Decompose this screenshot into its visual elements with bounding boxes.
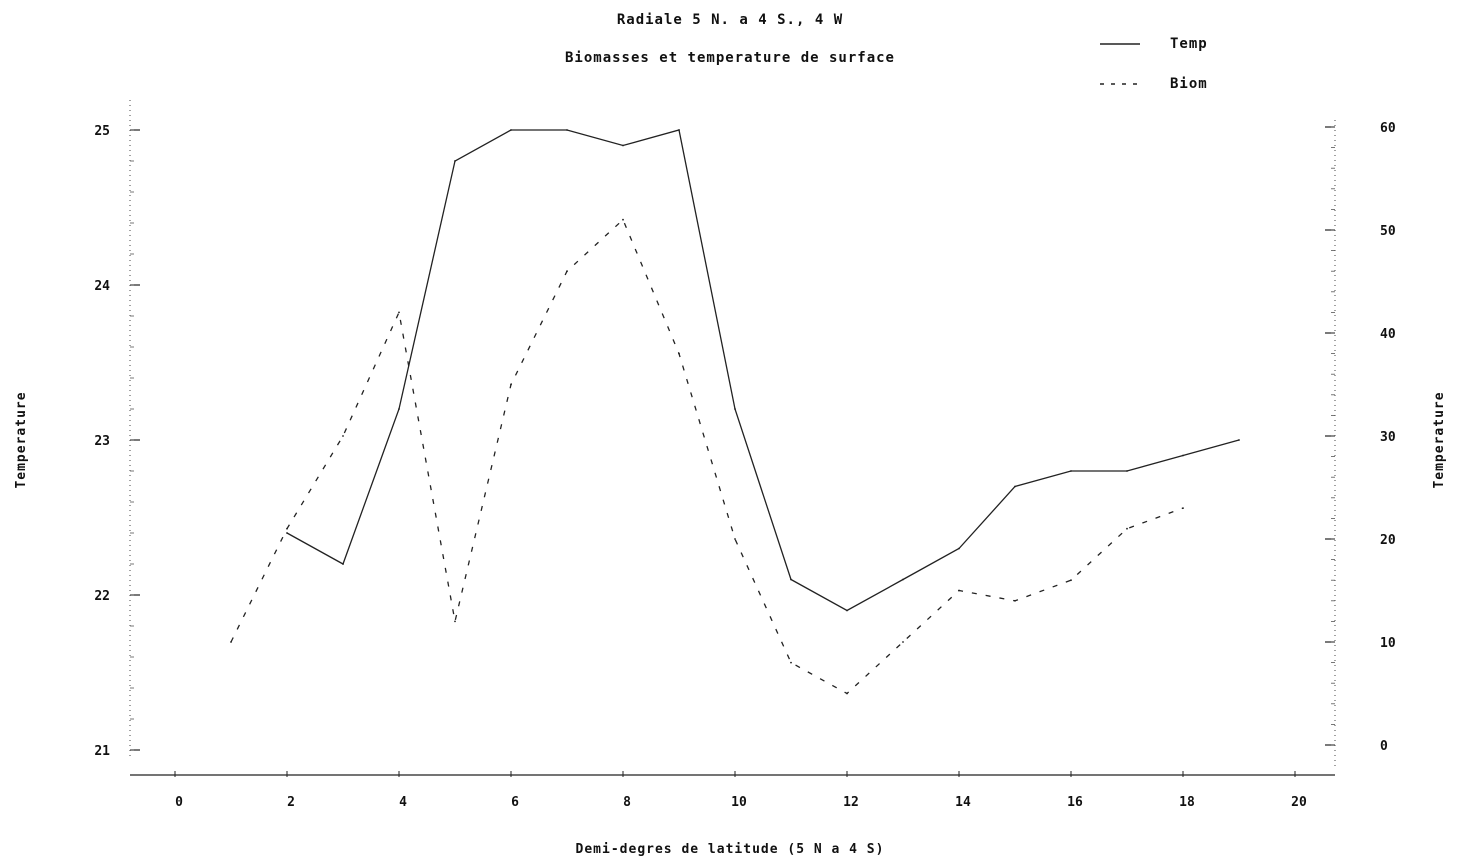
data-point-biom (454, 620, 456, 623)
data-point-temp (622, 144, 624, 147)
y2-tick-label: 20 (1380, 533, 1396, 548)
data-point-biom (1070, 579, 1072, 582)
data-point-temp (734, 408, 736, 410)
x-tick-label: 14 (955, 795, 971, 810)
y-tick-label: 23 (94, 434, 110, 449)
chart-title: Radiale 5 N. a 4 S., 4 W (617, 12, 843, 28)
x-tick-label: 12 (843, 795, 859, 810)
data-point-temp (510, 129, 512, 131)
data-point-biom (1126, 527, 1128, 530)
x-tick-label: 0 (175, 795, 183, 810)
y-tick-label: 21 (94, 744, 110, 759)
y-axis-title: Temperature (14, 391, 29, 488)
data-point-temp (1070, 470, 1072, 472)
y-tick-label: 24 (94, 279, 110, 294)
data-point-biom (342, 435, 344, 437)
y2-tick-label: 40 (1380, 327, 1396, 342)
data-point-biom (510, 383, 512, 386)
data-point-biom (902, 641, 904, 643)
y2-axis-title: Temperature (1432, 391, 1447, 488)
data-point-biom (846, 692, 848, 695)
data-point-biom (230, 641, 232, 643)
y2-tick-label: 30 (1380, 430, 1396, 445)
data-point-temp (1238, 439, 1240, 441)
data-point-biom (678, 352, 680, 355)
chart-subtitle: Biomasses et temperature de surface (565, 50, 895, 66)
data-point-biom (286, 527, 288, 530)
y-tick-label: 25 (94, 124, 110, 139)
x-tick-label: 16 (1067, 795, 1083, 810)
data-point-temp (286, 532, 288, 534)
series-line-temp (286, 129, 1240, 612)
data-point-temp (342, 563, 344, 565)
x-tick-label: 2 (287, 795, 295, 810)
x-tick-label: 8 (623, 795, 631, 810)
data-point-biom (958, 589, 960, 592)
x-tick-label: 20 (1291, 795, 1307, 810)
data-point-temp (1126, 470, 1128, 472)
data-point-biom (734, 538, 736, 540)
data-point-temp (1014, 485, 1016, 488)
legend: Temp Biom (1100, 36, 1208, 92)
data-point-biom (790, 661, 792, 664)
data-point-biom (398, 311, 400, 314)
y-tick-label: 22 (94, 589, 110, 604)
y2-tick-label: 10 (1380, 636, 1396, 651)
data-point-temp (566, 129, 568, 131)
data-point-temp (846, 609, 848, 612)
data-point-temp (902, 578, 904, 581)
y2-tick-label: 50 (1380, 224, 1396, 239)
x-axis-title: Demi-degres de latitude (5 N a 4 S) (576, 842, 885, 857)
x-tick-label: 4 (399, 795, 407, 810)
data-point-biom (622, 218, 624, 221)
data-point-temp (790, 578, 792, 581)
legend-biom-label: Biom (1170, 76, 1208, 92)
data-point-temp (678, 129, 680, 131)
series-line-biom (230, 218, 1184, 695)
plot-group (230, 129, 1240, 695)
data-point-temp (1182, 454, 1184, 457)
x-tick-label: 6 (511, 795, 519, 810)
data-point-biom (1182, 507, 1184, 509)
y2-tick-label: 60 (1380, 121, 1396, 136)
y2-tick-label: 0 (1380, 739, 1388, 754)
legend-temp-label: Temp (1170, 36, 1208, 52)
data-point-biom (566, 270, 568, 273)
data-point-biom (1014, 599, 1016, 602)
data-point-temp (398, 408, 400, 410)
data-point-temp (454, 160, 456, 162)
data-point-temp (958, 547, 960, 550)
x-tick-label: 18 (1179, 795, 1195, 810)
x-tick-label: 10 (731, 795, 747, 810)
